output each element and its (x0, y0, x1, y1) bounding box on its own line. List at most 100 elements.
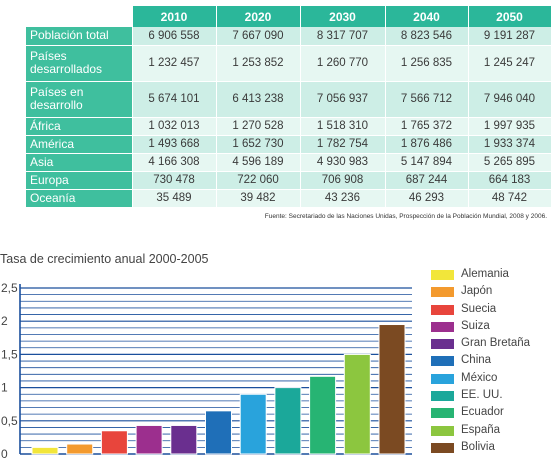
legend-label: Bolivia (461, 440, 495, 453)
table-cell: 1 493 668 (132, 135, 217, 154)
population-table: 2010 2020 2030 2040 2050 Población total… (26, 6, 551, 208)
table-cell: 730 478 (132, 171, 217, 190)
row-label: Población total (26, 27, 133, 46)
table-cell: 6 906 558 (132, 27, 217, 46)
table-cell: 1 270 528 (216, 117, 301, 136)
legend-swatch (431, 391, 454, 402)
bar (378, 324, 406, 455)
y-tick-label: 2,5 (1, 281, 18, 295)
legend-label: Gran Bretaña (461, 337, 531, 350)
table-cell: 1 232 457 (132, 45, 217, 82)
chart-title: Tasa de crecimiento anual 2000-2005 (0, 252, 209, 266)
legend-swatch (431, 270, 454, 280)
table-cell: 7 946 040 (468, 81, 551, 118)
column-header: 2050 (468, 6, 551, 27)
table-row: Países en desarrollo 5 674 101 6 413 238 7 … (26, 81, 551, 118)
table-row: África 1 032 013 1 270 528 1 518 310 1 765 3… (26, 117, 551, 136)
column-header: 2010 (132, 6, 217, 27)
bar (66, 443, 94, 455)
bar (274, 387, 302, 455)
legend-swatch (431, 425, 454, 436)
legend-swatch (431, 442, 454, 453)
table-cell: 5 674 101 (132, 81, 217, 118)
table-cell: 1 260 770 (300, 45, 386, 82)
table-source-note: Fuente: Secretariado de las Naciones Uni… (264, 213, 547, 220)
legend-swatch (431, 304, 454, 315)
legend-swatch (431, 408, 454, 419)
bar (31, 446, 59, 455)
bar (343, 353, 371, 455)
bar (135, 424, 163, 455)
table-cell: 39 482 (216, 189, 301, 208)
column-header: 2020 (216, 6, 301, 27)
row-label: África (26, 117, 133, 136)
table-cell: 5 265 895 (468, 153, 551, 172)
table-cell: 7 056 937 (300, 81, 386, 118)
table-row: Países desarrollados 1 232 457 1 253 852 1 … (26, 45, 551, 82)
y-tick-label: 2 (1, 314, 8, 328)
table-cell: 5 147 894 (385, 153, 469, 172)
y-tick-label: 0,5 (1, 414, 18, 428)
row-label: Europa (26, 171, 133, 190)
table-body: Población total 6 906 558 7 667 090 8 317 7… (26, 27, 551, 208)
table-row: América 1 493 668 1 652 730 1 782 754 1 876 … (26, 135, 551, 154)
row-label: Países desarrollados (26, 45, 133, 82)
table-cell: 687 244 (385, 171, 469, 190)
table-row: Oceanía 35 489 39 482 43 236 46 293 48 742 (26, 189, 551, 208)
column-header: 2040 (385, 6, 469, 27)
legend-swatch (431, 339, 454, 350)
table-row: Población total 6 906 558 7 667 090 8 317 7… (26, 27, 551, 46)
table-cell: 1 997 935 (468, 117, 551, 136)
legend-label: Alemania (461, 268, 509, 280)
table-cell: 4 166 308 (132, 153, 217, 172)
table-cell: 4 596 189 (216, 153, 301, 172)
table-cell: 1 765 372 (385, 117, 469, 136)
legend-label: Japón (461, 285, 493, 298)
growth-rate-bar-chart: 0 0,5 1 1,5 2 2,5 (1, 281, 412, 461)
legend-label: China (461, 354, 492, 367)
bar (100, 430, 128, 455)
y-tick-label: 1 (1, 381, 8, 395)
legend-label: México (461, 371, 498, 384)
table-cell: 706 908 (300, 171, 386, 190)
legend-label: Ecuador (461, 406, 504, 419)
table-cell: 1 256 835 (385, 45, 469, 82)
legend-label: España (461, 423, 501, 436)
table-cell: 1 782 754 (300, 135, 386, 154)
legend-label: EE. UU. (461, 389, 503, 402)
table-row: Asia 4 166 308 4 596 189 4 930 983 5 147 894… (26, 153, 551, 172)
bar (239, 393, 267, 455)
table-cell: 9 191 287 (468, 27, 551, 46)
table-cell: 8 317 707 (300, 27, 386, 46)
legend-swatch (431, 321, 454, 332)
row-label: Asia (26, 153, 133, 172)
table-cell: 664 183 (468, 171, 551, 190)
table-cell: 43 236 (300, 189, 386, 208)
bar (309, 375, 337, 455)
table-cell: 7 566 712 (385, 81, 469, 118)
bar (170, 424, 198, 455)
table-cell: 1 245 247 (468, 45, 551, 82)
row-label: Países en desarrollo (26, 81, 133, 118)
y-tick-label: 0 (1, 447, 8, 461)
table-cell: 1 933 374 (468, 135, 551, 154)
table-cell: 35 489 (132, 189, 217, 208)
legend-swatch (431, 287, 454, 298)
legend-swatch (431, 373, 454, 384)
legend-label: Suiza (461, 319, 490, 332)
table-cell: 1 253 852 (216, 45, 301, 82)
bar (205, 410, 232, 455)
table-cell: 722 060 (216, 171, 301, 190)
legend-label: Suecia (461, 302, 497, 315)
table-header-row: 2010 2020 2030 2040 2050 (26, 6, 551, 27)
y-tick-label: 1,5 (1, 347, 18, 361)
table-corner (26, 6, 133, 27)
table-cell: 7 667 090 (216, 27, 301, 46)
table-cell: 1 032 013 (132, 117, 217, 136)
column-header: 2030 (300, 6, 386, 27)
table-cell: 8 823 546 (385, 27, 469, 46)
table-cell: 1 652 730 (216, 135, 301, 154)
table-cell: 1 518 310 (300, 117, 386, 136)
table-cell: 48 742 (468, 189, 551, 208)
table-cell: 6 413 238 (216, 81, 301, 118)
